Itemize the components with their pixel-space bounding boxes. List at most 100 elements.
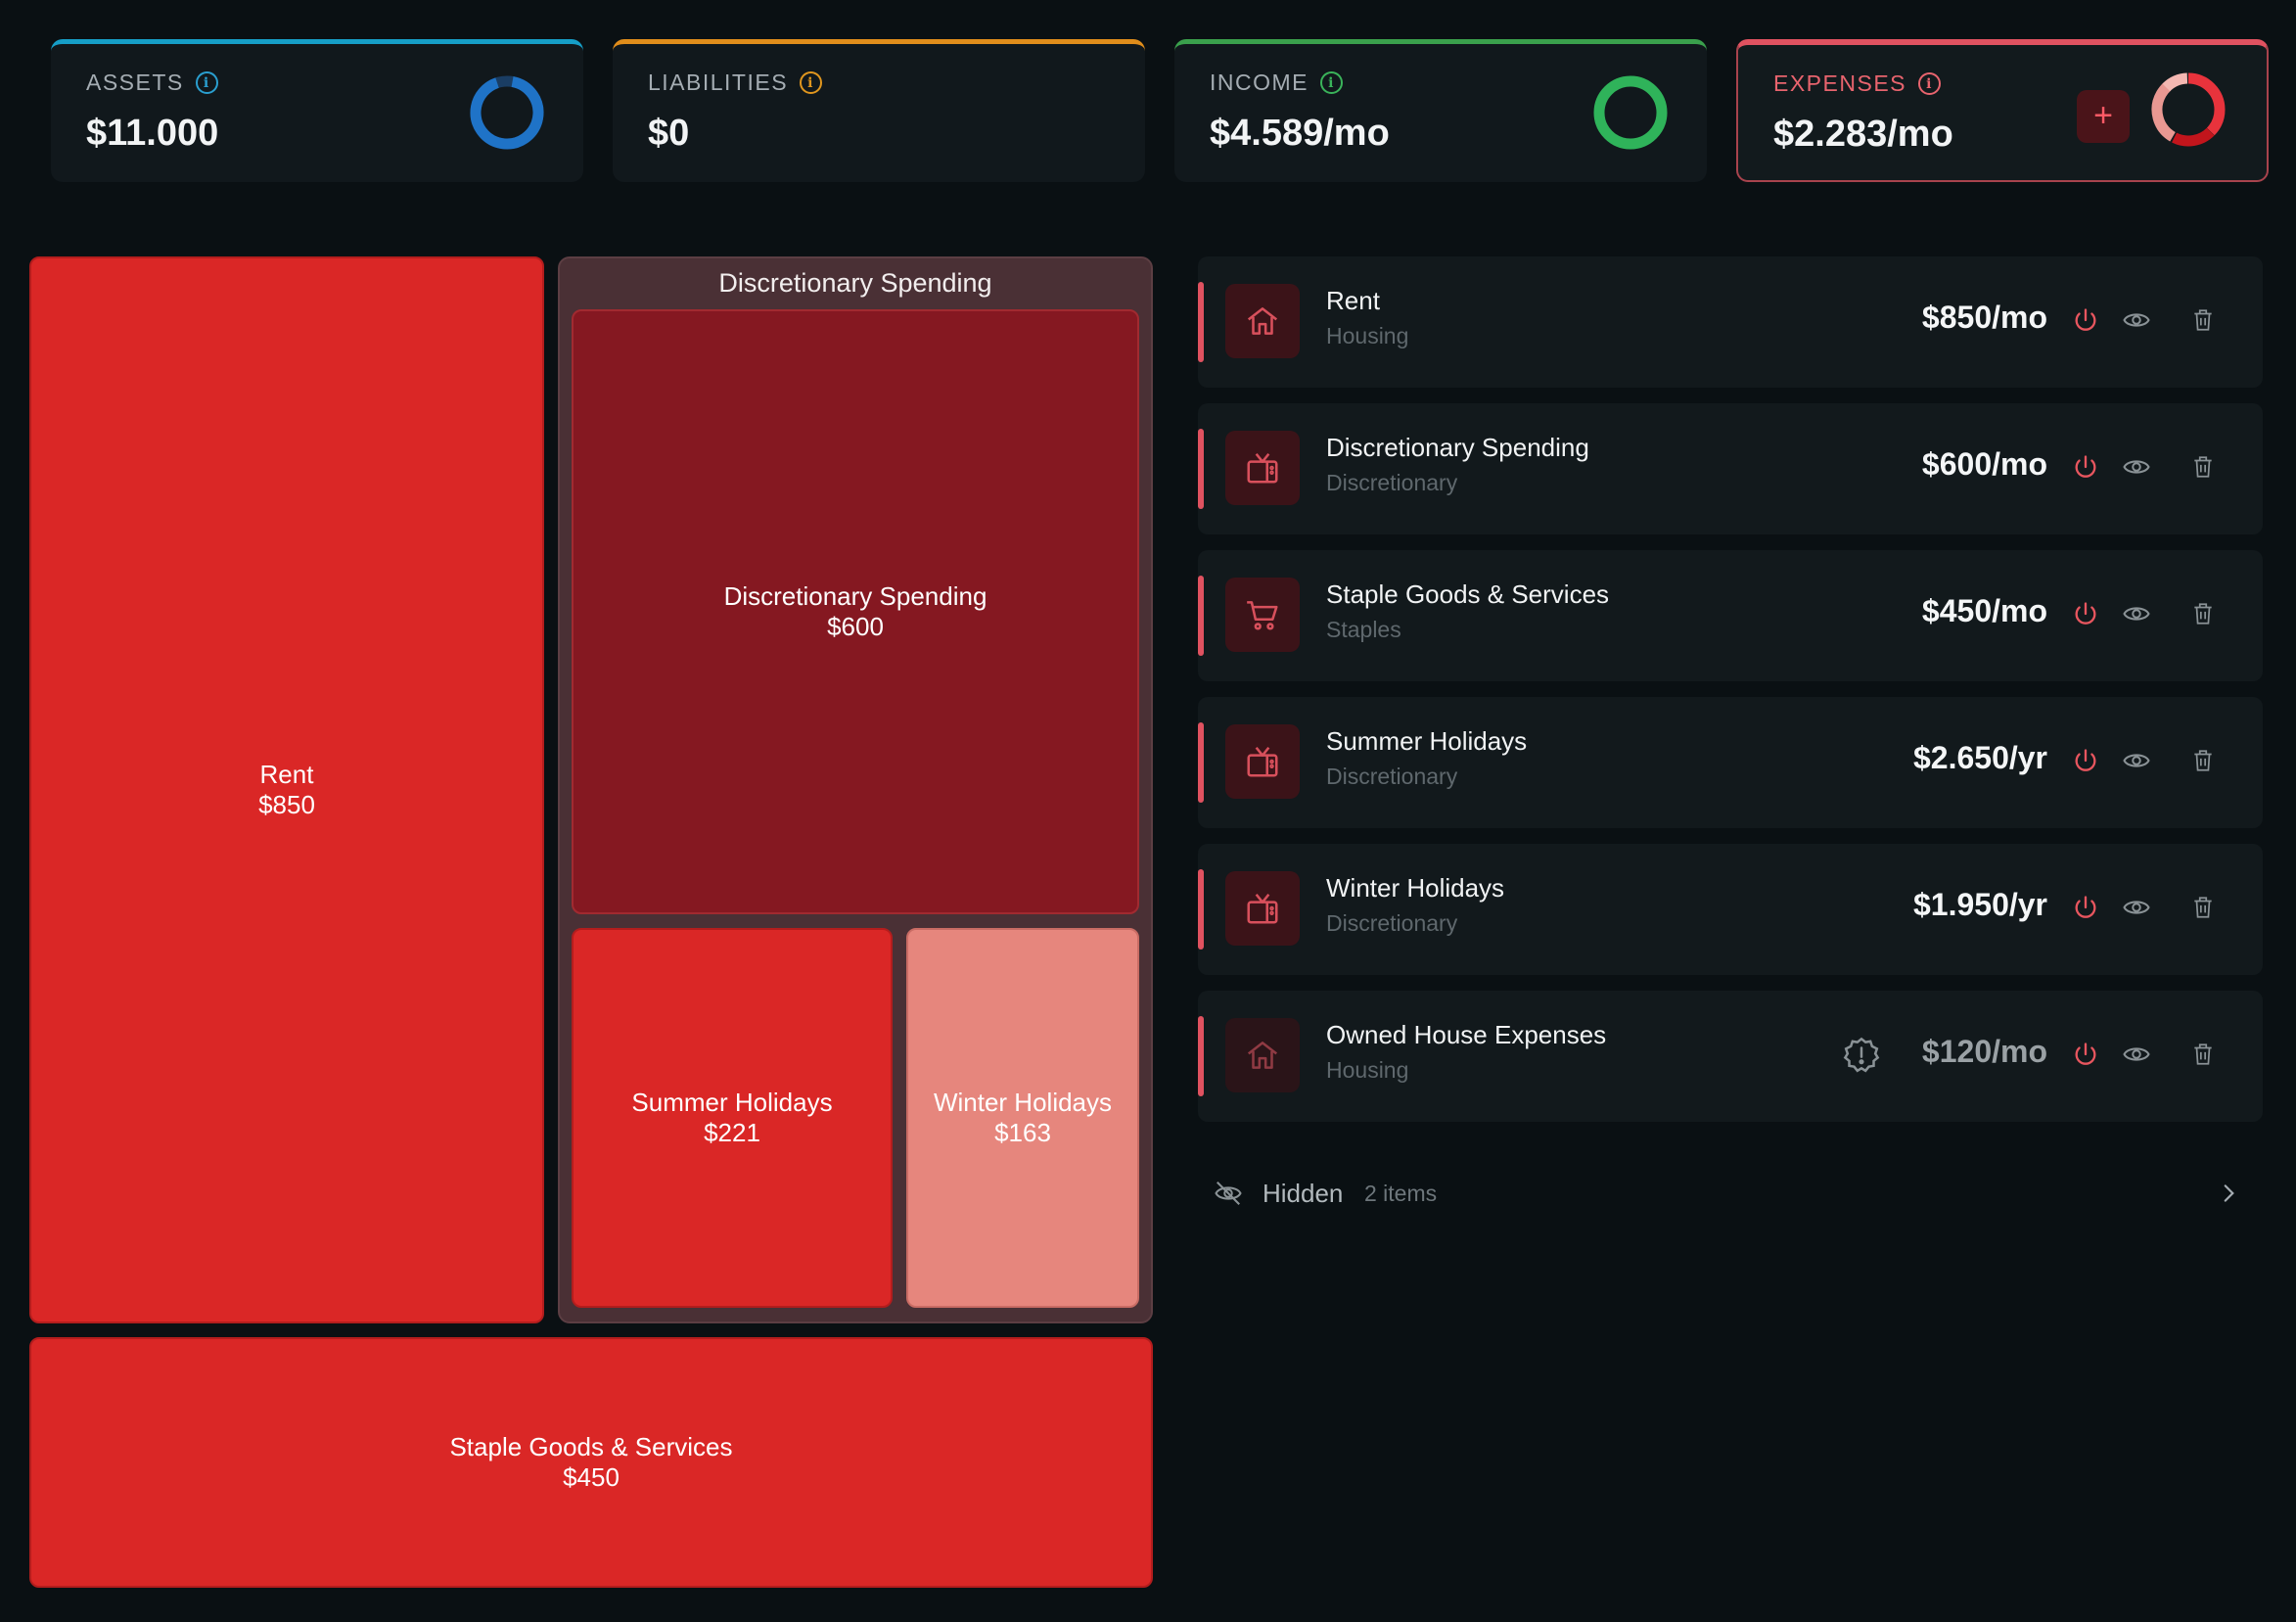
treemap-staples-name: Staple Goods & Services [449, 1432, 733, 1461]
expense-amount: $600/mo [1921, 446, 2047, 482]
treemap-winter-name: Winter Holidays [933, 1088, 1113, 1117]
eye-icon[interactable] [2120, 1038, 2153, 1071]
expense-category: Discretionary [1326, 910, 1458, 936]
tv-icon [1225, 871, 1300, 946]
expense-amount: $120/mo [1921, 1034, 2047, 1069]
tv-icon [1225, 724, 1300, 799]
expense-row-owned-house[interactable]: Owned House Expenses Housing $120/mo [1198, 991, 2263, 1122]
expense-row-discretionary[interactable]: Discretionary Spending Discretionary $60… [1198, 403, 2263, 534]
trash-icon[interactable] [2186, 450, 2220, 484]
hidden-label: Hidden [1263, 1178, 1344, 1208]
row-accent-bar [1198, 869, 1204, 950]
expense-category: Staples [1326, 617, 1401, 642]
income-donut-chart [1593, 75, 1668, 150]
house-icon [1225, 284, 1300, 358]
expense-amount: $850/mo [1921, 300, 2047, 335]
treemap-group-title: Discretionary Spending [718, 268, 992, 298]
treemap-summer-value: $221 [704, 1118, 760, 1147]
expense-row-staples[interactable]: Staple Goods & Services Staples $450/mo [1198, 550, 2263, 681]
expenses-value: $2.283/mo [1773, 114, 1953, 155]
hidden-items-toggle[interactable]: Hidden 2 items [1198, 1163, 2263, 1224]
expense-category: Housing [1326, 323, 1409, 348]
expense-name: Winter Holidays [1326, 873, 1505, 903]
treemap-winter-value: $163 [994, 1118, 1051, 1147]
power-toggle-icon[interactable] [2069, 1038, 2102, 1071]
row-accent-bar [1198, 429, 1204, 509]
assets-value: $11.000 [86, 113, 219, 154]
treemap-staples-value: $450 [563, 1462, 620, 1492]
treemap-discretionary[interactable]: Discretionary Spending $600 [572, 309, 1139, 914]
assets-card[interactable]: ASSETS i $11.000 [51, 39, 583, 182]
info-icon[interactable]: i [195, 71, 218, 94]
row-accent-bar [1198, 722, 1204, 803]
treemap-winter-holidays[interactable]: Winter Holidays $163 [906, 928, 1139, 1308]
expense-amount: $450/mo [1921, 593, 2047, 628]
expenses-label: EXPENSES [1773, 70, 1906, 96]
expenses-card[interactable]: EXPENSES i $2.283/mo + [1736, 39, 2269, 182]
row-accent-bar [1198, 282, 1204, 362]
eye-off-icon [1215, 1182, 1242, 1205]
treemap-rent-value: $850 [258, 790, 315, 819]
expense-name: Staple Goods & Services [1326, 579, 1610, 609]
info-icon[interactable]: i [1918, 72, 1941, 95]
power-toggle-icon[interactable] [2069, 303, 2102, 337]
treemap-discretionary-value: $600 [827, 612, 884, 641]
treemap-rent[interactable]: Rent $850 [29, 256, 544, 1323]
expense-amount: $2.650/yr [1912, 740, 2047, 775]
expense-name: Owned House Expenses [1326, 1020, 1607, 1049]
income-label-group: INCOME i [1210, 70, 1343, 96]
row-accent-bar [1198, 1016, 1204, 1096]
expense-row-summer-holidays[interactable]: Summer Holidays Discretionary $2.650/yr [1198, 697, 2263, 828]
trash-icon[interactable] [2186, 891, 2220, 924]
assets-label-group: ASSETS i [86, 70, 218, 96]
tv-icon [1225, 431, 1300, 505]
treemap-rent-name: Rent [259, 760, 314, 789]
warning-badge-icon[interactable] [1842, 1036, 1881, 1075]
chevron-right-icon [2224, 1184, 2234, 1202]
trash-icon[interactable] [2186, 303, 2220, 337]
power-toggle-icon[interactable] [2069, 891, 2102, 924]
expense-name: Discretionary Spending [1326, 433, 1589, 462]
trash-icon[interactable] [2186, 744, 2220, 777]
expense-name: Summer Holidays [1326, 726, 1528, 756]
expense-name: Rent [1326, 286, 1380, 315]
expenses-donut-chart [2151, 72, 2226, 147]
expense-category: Discretionary [1326, 470, 1458, 495]
info-icon[interactable]: i [800, 71, 823, 94]
eye-icon[interactable] [2120, 744, 2153, 777]
treemap-summer-holidays[interactable]: Summer Holidays $221 [572, 928, 893, 1308]
hidden-count: 2 items [1364, 1180, 1438, 1206]
treemap-staples[interactable]: Staple Goods & Services $450 [29, 1337, 1153, 1588]
liabilities-card[interactable]: LIABILITIES i $0 [613, 39, 1145, 182]
expense-category: Housing [1326, 1057, 1409, 1083]
expense-row-winter-holidays[interactable]: Winter Holidays Discretionary $1.950/yr [1198, 844, 2263, 975]
treemap-discretionary-name: Discretionary Spending [723, 581, 987, 611]
liabilities-value: $0 [648, 113, 690, 154]
trash-icon[interactable] [2186, 597, 2220, 630]
expense-category: Discretionary [1326, 764, 1458, 789]
eye-icon[interactable] [2120, 450, 2153, 484]
income-value: $4.589/mo [1210, 113, 1390, 154]
income-card[interactable]: INCOME i $4.589/mo [1174, 39, 1707, 182]
expense-row-rent[interactable]: Rent Housing $850/mo [1198, 256, 2263, 388]
power-toggle-icon[interactable] [2069, 597, 2102, 630]
eye-icon[interactable] [2120, 891, 2153, 924]
expense-amount: $1.950/yr [1912, 887, 2047, 922]
assets-donut-chart [470, 75, 544, 150]
power-toggle-icon[interactable] [2069, 450, 2102, 484]
power-toggle-icon[interactable] [2069, 744, 2102, 777]
eye-icon[interactable] [2120, 597, 2153, 630]
info-icon[interactable]: i [1320, 71, 1343, 94]
treemap-summer-name: Summer Holidays [631, 1088, 833, 1117]
house-icon [1225, 1018, 1300, 1092]
assets-label: ASSETS [86, 70, 184, 95]
trash-icon[interactable] [2186, 1038, 2220, 1071]
eye-icon[interactable] [2120, 303, 2153, 337]
liabilities-label: LIABILITIES [648, 70, 789, 95]
add-expense-button[interactable]: + [2077, 90, 2130, 143]
expenses-label-group: EXPENSES i [1773, 70, 1941, 97]
cart-icon [1225, 578, 1300, 652]
income-label: INCOME [1210, 70, 1309, 95]
liabilities-label-group: LIABILITIES i [648, 70, 823, 96]
